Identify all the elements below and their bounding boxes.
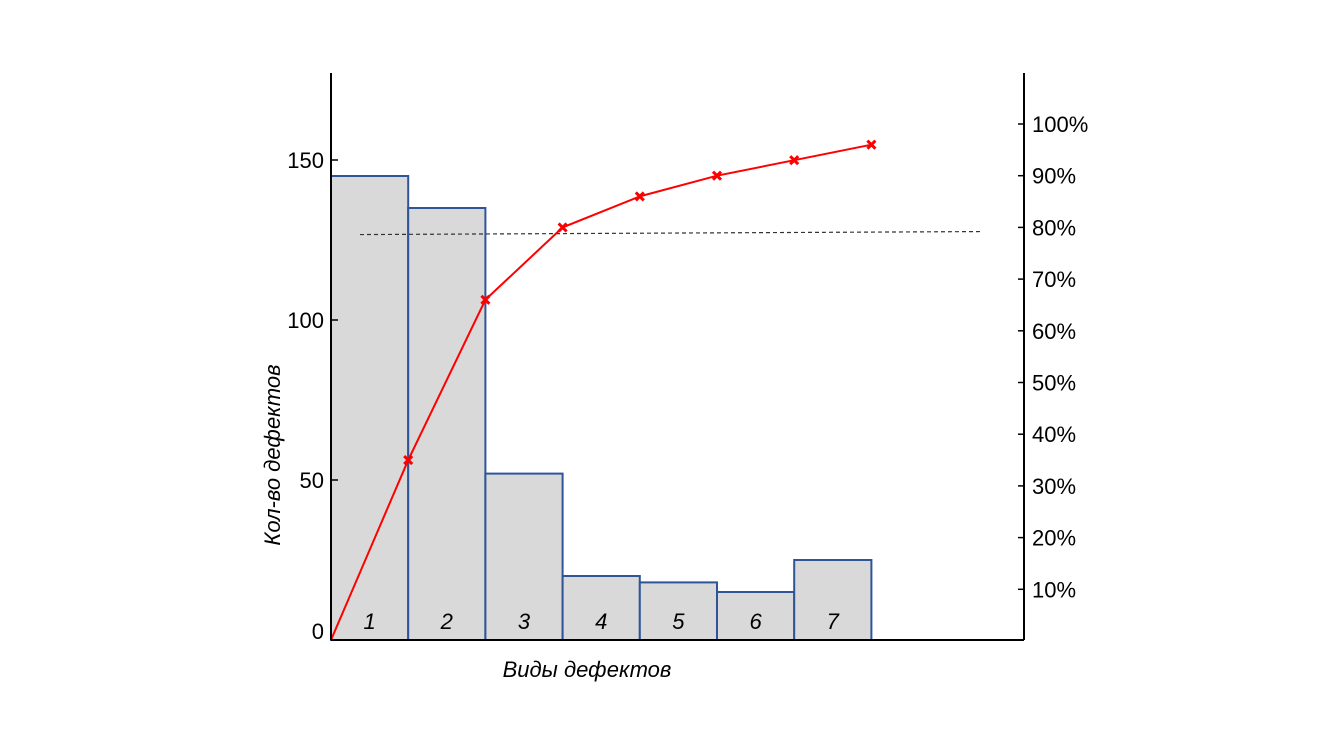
category-label-1: 1	[363, 609, 375, 634]
bar-4	[561, 575, 641, 641]
y2-tick-label: 100%	[1032, 112, 1088, 137]
cumulative-point-2	[480, 294, 491, 305]
category-label-3: 3	[518, 609, 531, 634]
y2-tick-label: 10%	[1032, 577, 1076, 602]
cumulative-line-group	[330, 139, 877, 641]
y2-tick-label: 60%	[1032, 319, 1076, 344]
cumulative-point-4	[634, 191, 645, 202]
cumulative-line	[330, 143, 872, 641]
right-y-ticks-group: 10% 20% 30% 40% 50% 60% 70% 80% 90% 100%	[1018, 112, 1088, 602]
y2-tick-label: 90%	[1032, 164, 1076, 189]
category-labels-group: 1 2 3 4 5 6 7	[363, 609, 839, 634]
cumulative-point-3	[557, 222, 568, 233]
y2-tick-label: 70%	[1032, 267, 1076, 292]
category-label-7: 7	[827, 609, 840, 634]
y2-tick-label: 80%	[1032, 215, 1076, 240]
category-label-5: 5	[672, 609, 685, 634]
cumulative-point-7	[866, 139, 877, 150]
left-y-ticks-group: 0 50 100 150	[287, 148, 338, 644]
y-axis-title: Кол-во дефектов	[260, 364, 285, 545]
bar-3	[484, 472, 564, 641]
x-axis-title: Виды дефектов	[503, 657, 672, 682]
y-tick-label: 50	[300, 468, 324, 493]
y2-tick-label: 20%	[1032, 526, 1076, 551]
category-label-4: 4	[595, 609, 607, 634]
cumulative-point-1	[403, 454, 414, 466]
cumulative-point-6	[789, 155, 800, 166]
y2-tick-label: 30%	[1032, 474, 1076, 499]
y-tick-label: 150	[287, 148, 324, 173]
reference-line-group	[359, 230, 982, 236]
bars-group	[330, 175, 873, 642]
y-tick-label: 0	[312, 619, 324, 644]
cumulative-point-5	[711, 170, 723, 181]
y-tick-label: 100	[287, 308, 324, 333]
y2-tick-label: 50%	[1032, 371, 1076, 396]
bar-1	[330, 175, 410, 641]
y2-tick-label: 40%	[1032, 422, 1076, 447]
category-label-2: 2	[440, 609, 453, 634]
bar-2	[407, 207, 487, 641]
category-label-6: 6	[749, 609, 762, 634]
reference-line-80	[359, 230, 982, 236]
